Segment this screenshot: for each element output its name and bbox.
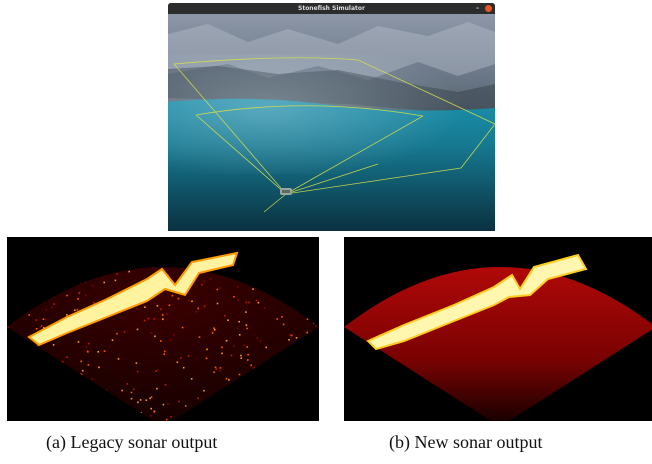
caption-new: (b) New sonar output <box>389 432 543 452</box>
simulation-viewport[interactable] <box>168 14 495 231</box>
new-reflection-band <box>366 253 588 351</box>
caption-legacy: (a) Legacy sonar output <box>46 432 218 452</box>
window-title: Stonefish Simulator <box>298 5 365 12</box>
underwater-vehicle-icon[interactable] <box>280 188 292 195</box>
legacy-sonar-fan <box>7 267 319 421</box>
simulator-window: Stonefish Simulator – <box>168 3 495 231</box>
new-sonar-panel <box>344 237 652 421</box>
close-button[interactable] <box>485 5 492 12</box>
legacy-sonar-panel <box>7 237 319 421</box>
new-sonar-fan <box>344 267 652 421</box>
window-titlebar[interactable]: Stonefish Simulator – <box>168 3 495 14</box>
light-haze <box>168 54 495 174</box>
legacy-reflection-band <box>27 251 239 347</box>
sonar-beam-wireframe <box>173 57 495 213</box>
minimize-button[interactable]: – <box>475 4 480 12</box>
